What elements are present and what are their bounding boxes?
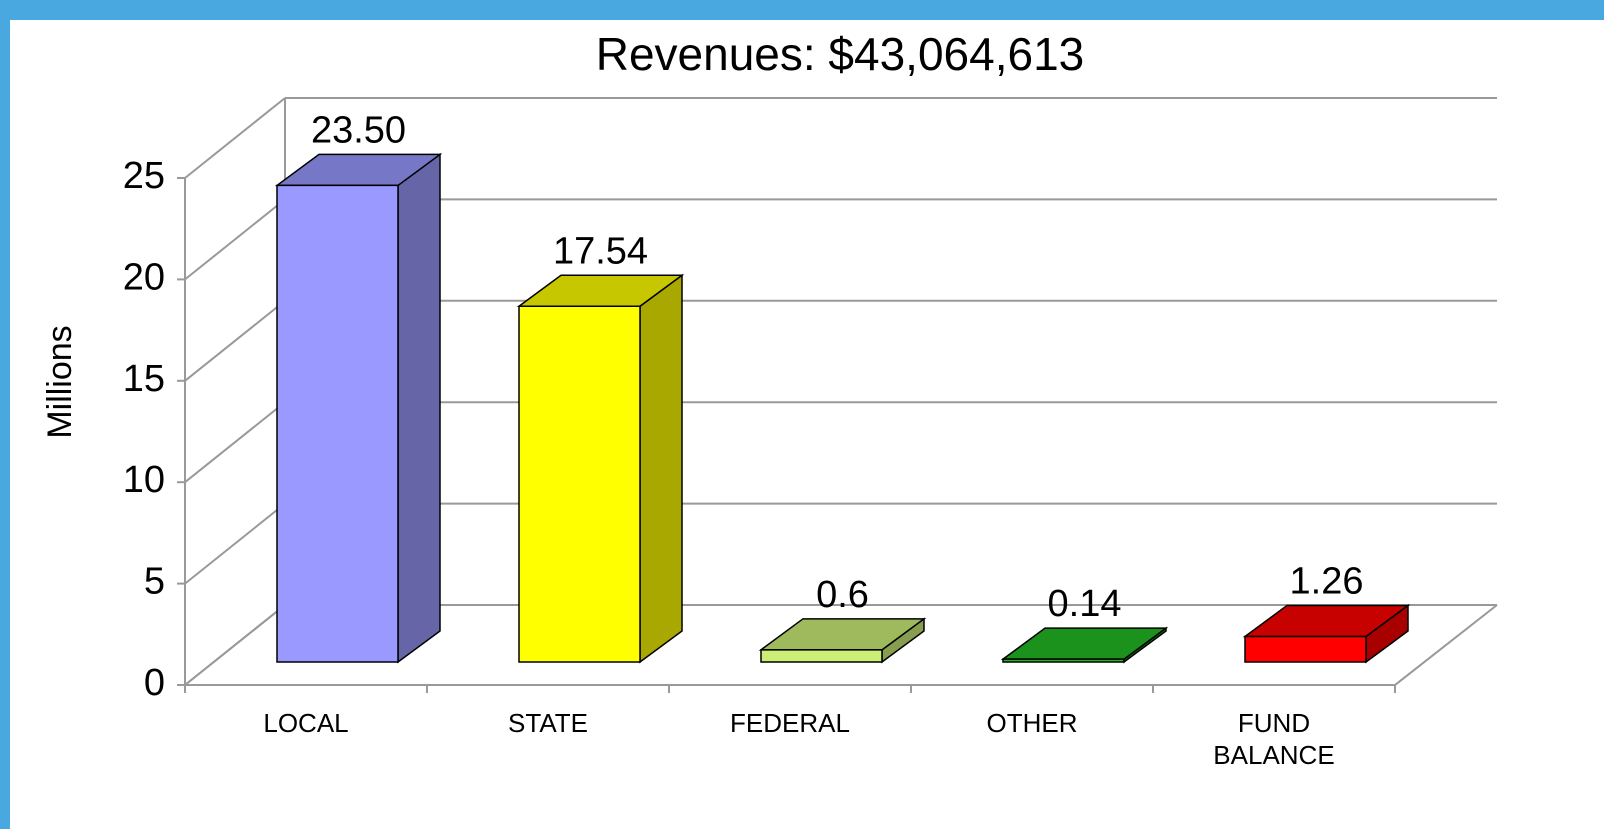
frame-left [0,0,10,829]
bar-front [1244,635,1367,663]
y-axis-label: Millions [41,325,79,438]
bar-front [1002,658,1125,663]
grid-line [184,97,286,179]
y-tick-label: 10 [123,459,165,501]
x-tick-label: FEDERAL [730,708,850,738]
x-tick-label: FUND BALANCE [1213,708,1335,770]
floor-edge [1394,604,1498,686]
y-tick-label: 20 [123,256,165,298]
bar [274,152,443,664]
value-label: 0.14 [1048,583,1122,625]
grid-line [184,401,286,483]
bar-front [518,305,641,663]
value-label: 17.54 [553,230,648,272]
value-label: 1.26 [1290,560,1364,602]
y-tick-label: 15 [123,358,165,400]
bar-front [760,649,883,663]
y-tick-label: 25 [123,155,165,197]
grid-line [184,198,286,281]
y-tick-label: 0 [144,662,165,704]
grid-line [184,604,286,686]
bar-side [639,273,683,664]
chart-title: Revenues: $43,064,613 [596,28,1085,80]
frame-top [0,0,1604,20]
bar-side [397,152,441,664]
value-label: 23.50 [311,109,406,151]
grid-line [184,300,286,382]
bar [1000,626,1169,664]
slide [10,20,1604,829]
grid-line [184,502,286,585]
x-tick-label: OTHER [986,708,1078,738]
value-label: 0.6 [816,574,869,616]
y-tick-label: 5 [144,561,165,603]
bar [1242,603,1411,664]
bar [516,273,685,664]
bar-front [276,184,399,663]
x-tick-label: LOCAL [263,708,349,738]
x-tick-label: STATE [508,708,588,738]
bar [758,617,927,664]
